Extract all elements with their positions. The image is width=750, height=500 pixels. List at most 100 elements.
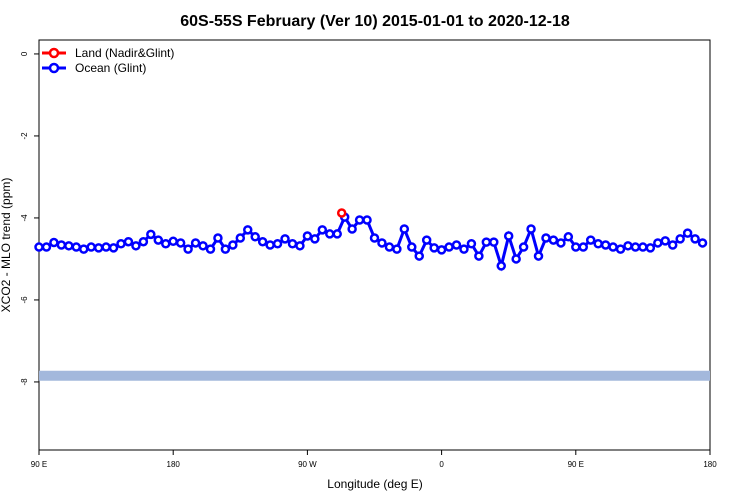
data-point bbox=[556, 238, 566, 248]
data-point bbox=[213, 233, 223, 243]
data-point bbox=[235, 233, 246, 243]
data-point bbox=[49, 237, 59, 248]
legend-label: Land (Nadir&Glint) bbox=[75, 46, 174, 60]
data-point bbox=[377, 238, 387, 248]
data-point bbox=[138, 236, 149, 247]
data-point bbox=[101, 242, 111, 252]
data-point bbox=[436, 245, 447, 255]
data-point bbox=[160, 239, 171, 249]
x-tick-label: 90 W bbox=[298, 460, 317, 469]
data-point bbox=[243, 225, 253, 235]
data-point bbox=[302, 231, 313, 241]
data-point bbox=[86, 242, 96, 252]
chart-title: 60S-55S February (Ver 10) 2015-01-01 to … bbox=[180, 13, 570, 30]
data-point bbox=[466, 239, 477, 249]
legend-label: Ocean (Glint) bbox=[75, 61, 146, 75]
data-point bbox=[414, 251, 424, 261]
x-tick-label: 180 bbox=[703, 460, 717, 469]
data-point bbox=[265, 240, 275, 250]
data-point bbox=[518, 242, 529, 252]
data-point bbox=[287, 239, 298, 249]
data-point bbox=[489, 237, 499, 247]
x-axis-label: Longitude (deg E) bbox=[327, 477, 422, 491]
data-point bbox=[257, 236, 268, 247]
data-point bbox=[503, 231, 514, 241]
legend-marker bbox=[48, 62, 60, 74]
data-point bbox=[272, 239, 283, 249]
data-point bbox=[600, 240, 611, 250]
data-point bbox=[429, 243, 439, 253]
data-point bbox=[325, 229, 335, 239]
data-point bbox=[571, 242, 581, 252]
data-point bbox=[697, 238, 708, 248]
data-point bbox=[682, 228, 693, 238]
data-point bbox=[93, 243, 104, 253]
data-point bbox=[220, 244, 231, 254]
data-point bbox=[175, 238, 186, 248]
data-point bbox=[362, 215, 372, 225]
data-point bbox=[645, 243, 656, 253]
data-point bbox=[228, 240, 238, 250]
data-point bbox=[332, 229, 342, 239]
data-point bbox=[615, 244, 626, 254]
data-point bbox=[533, 251, 544, 261]
x-tick-label: 180 bbox=[167, 460, 181, 469]
data-point bbox=[168, 236, 178, 247]
data-point bbox=[205, 244, 216, 254]
data-point bbox=[444, 242, 454, 252]
data-point bbox=[593, 239, 603, 249]
data-point bbox=[660, 236, 671, 246]
data-point bbox=[41, 242, 52, 252]
data-point bbox=[116, 239, 126, 249]
y-tick-label: -4 bbox=[20, 214, 29, 222]
data-point bbox=[250, 232, 260, 242]
data-point bbox=[511, 254, 521, 264]
y-axis-label: XCO2 - MLO trend (ppm) bbox=[0, 178, 13, 313]
data-point bbox=[399, 224, 410, 234]
data-point bbox=[64, 241, 74, 251]
data-point bbox=[108, 243, 119, 253]
data-point bbox=[190, 238, 201, 248]
data-point bbox=[541, 233, 551, 243]
data-point bbox=[153, 235, 164, 245]
data-point bbox=[198, 241, 208, 251]
data-point bbox=[459, 244, 469, 254]
data-point bbox=[623, 241, 633, 251]
data-point bbox=[392, 244, 402, 254]
data-point bbox=[585, 235, 596, 245]
data-point bbox=[384, 242, 395, 252]
data-point bbox=[354, 215, 365, 225]
y-tick-label: 0 bbox=[20, 51, 29, 56]
x-tick-label: 90 E bbox=[31, 460, 47, 469]
x-tick-label: 0 bbox=[439, 460, 444, 469]
y-tick-label: -2 bbox=[20, 132, 29, 140]
x-tick-label: 90 E bbox=[568, 460, 584, 469]
data-point bbox=[34, 242, 44, 252]
data-point bbox=[496, 261, 506, 271]
data-point bbox=[474, 251, 484, 261]
data-point bbox=[369, 233, 380, 243]
data-point bbox=[526, 224, 536, 234]
data-point bbox=[653, 238, 663, 248]
y-tick-label: -8 bbox=[20, 378, 29, 386]
data-point bbox=[146, 229, 156, 240]
data-point bbox=[310, 234, 320, 244]
data-point bbox=[675, 234, 685, 244]
data-point bbox=[131, 241, 141, 251]
data-point bbox=[481, 237, 492, 247]
data-point bbox=[71, 242, 82, 252]
data-point bbox=[667, 240, 678, 250]
data-point bbox=[347, 224, 357, 234]
y-tick-label: -6 bbox=[20, 296, 29, 304]
data-point bbox=[280, 234, 290, 244]
data-point bbox=[295, 241, 305, 251]
data-point bbox=[336, 208, 347, 218]
data-point bbox=[78, 244, 89, 254]
data-point bbox=[451, 240, 462, 250]
data-point bbox=[630, 242, 641, 252]
data-point bbox=[608, 242, 618, 252]
data-point bbox=[548, 235, 559, 245]
data-point bbox=[690, 234, 700, 244]
data-point bbox=[317, 225, 328, 235]
